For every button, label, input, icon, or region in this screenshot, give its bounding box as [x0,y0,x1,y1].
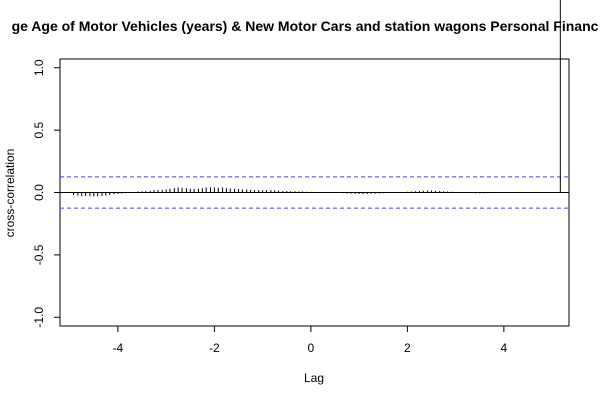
y-tick-label: -0.5 [32,244,46,265]
x-tick-label: 4 [501,341,508,355]
y-axis-label: cross-correlation [3,149,17,238]
y-tick-label: 1.0 [32,59,46,76]
x-tick-label: 0 [308,341,315,355]
x-axis: -4 -2 0 2 4 [113,325,508,355]
x-axis-label: Lag [304,371,324,385]
y-tick-label: 0.0 [32,184,46,201]
ccf-bars [73,0,561,197]
chart-title: ge Age of Motor Vehicles (years) & New M… [12,18,599,34]
y-tick-label: -1.0 [32,307,46,328]
x-tick-label: 2 [404,341,411,355]
x-tick-label: -4 [113,341,124,355]
x-tick-label: -2 [209,341,220,355]
y-tick-label: 0.5 [32,121,46,138]
y-axis: -1.0 -0.5 0.0 0.5 1.0 [32,59,61,328]
